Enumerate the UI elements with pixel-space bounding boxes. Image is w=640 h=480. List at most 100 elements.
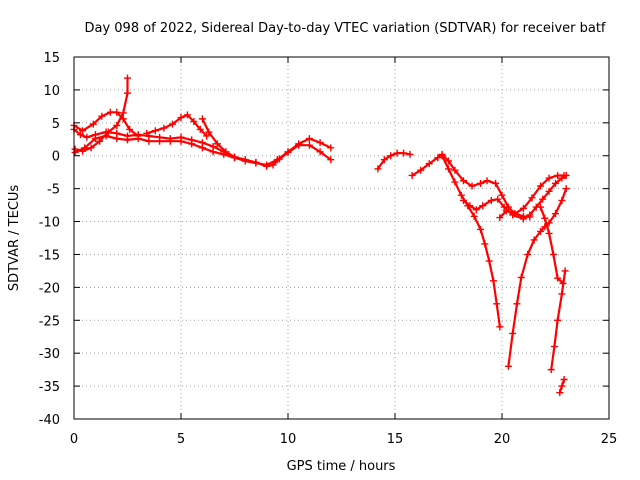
data-point-marker	[71, 148, 79, 156]
data-point-marker	[177, 114, 185, 122]
data-point-marker	[177, 137, 185, 145]
data-point-marker	[166, 137, 174, 145]
data-point-marker	[445, 157, 452, 165]
data-point-marker	[539, 195, 547, 203]
data-point-marker	[451, 166, 459, 174]
data-point-marker	[445, 165, 452, 173]
data-point-marker	[408, 171, 416, 179]
data-point-marker	[561, 267, 569, 275]
data-point-marker	[537, 182, 545, 190]
data-point-marker	[98, 112, 106, 120]
data-point-marker	[545, 229, 553, 237]
series-layer	[70, 74, 570, 397]
data-point-marker	[500, 203, 508, 211]
y-tick-label: -15	[39, 248, 60, 263]
data-point-marker	[160, 124, 168, 132]
series-track-11	[496, 171, 568, 222]
data-point-marker	[545, 174, 553, 182]
data-point-marker	[168, 120, 176, 128]
y-tick-label: -30	[39, 347, 60, 362]
y-tick-label: -10	[39, 216, 60, 231]
data-point-marker	[417, 166, 425, 174]
series-line	[507, 187, 568, 368]
data-point-marker	[198, 115, 206, 123]
data-point-marker	[316, 148, 324, 156]
data-point-marker	[554, 274, 562, 282]
data-point-marker	[113, 108, 121, 116]
data-point-marker	[492, 179, 500, 187]
data-point-marker	[284, 148, 292, 156]
data-point-marker	[541, 214, 549, 222]
y-tick-label: 10	[43, 84, 60, 99]
y-axis-label: SDTVAR / TECUs	[7, 185, 22, 292]
y-tick-label: -5	[47, 183, 60, 198]
data-point-marker	[459, 196, 467, 204]
data-point-marker	[554, 171, 562, 179]
data-point-marker	[502, 207, 510, 215]
y-tick-label: 15	[43, 51, 60, 66]
data-point-marker	[550, 343, 558, 351]
series-line	[441, 154, 501, 328]
data-point-marker	[134, 135, 142, 143]
x-tick-label: 15	[387, 432, 404, 447]
data-point-marker	[183, 111, 191, 119]
data-point-marker	[425, 160, 433, 168]
data-point-marker	[387, 152, 395, 160]
y-tick-label: -35	[39, 380, 60, 395]
series-track-9	[438, 152, 504, 331]
data-point-marker	[124, 136, 131, 144]
data-point-marker	[496, 323, 504, 331]
data-point-marker	[528, 194, 536, 202]
data-point-marker	[493, 300, 501, 308]
data-point-marker	[91, 135, 99, 143]
data-point-marker	[457, 191, 465, 199]
data-point-marker	[316, 139, 324, 147]
data-point-marker	[198, 144, 206, 152]
data-point-marker	[438, 152, 446, 160]
x-tick-label: 5	[177, 432, 185, 447]
data-point-marker	[481, 240, 489, 248]
data-point-marker	[524, 250, 532, 258]
x-axis-label: GPS time / hours	[287, 459, 396, 474]
x-tick-label: 20	[494, 432, 511, 447]
y-tick-label: 5	[52, 117, 60, 132]
grid	[74, 57, 609, 419]
y-tick-label: -25	[39, 314, 60, 329]
data-point-marker	[196, 125, 204, 133]
data-point-marker	[552, 179, 559, 187]
data-point-marker	[511, 210, 519, 218]
data-point-marker	[252, 159, 260, 167]
data-point-marker	[468, 182, 476, 190]
series-track-14	[547, 267, 569, 374]
data-point-marker	[222, 148, 230, 156]
data-point-marker	[124, 74, 131, 82]
data-point-marker	[537, 227, 545, 235]
data-point-marker	[526, 211, 534, 219]
data-point-marker	[231, 153, 238, 161]
data-point-marker	[434, 154, 442, 162]
data-point-marker	[327, 156, 335, 164]
data-point-marker	[554, 316, 562, 324]
series-track-13	[537, 203, 567, 287]
data-point-marker	[519, 215, 527, 223]
series-line	[462, 174, 568, 220]
data-point-marker	[494, 195, 502, 203]
data-point-marker	[241, 157, 249, 165]
data-point-marker	[470, 212, 478, 220]
data-point-marker	[113, 135, 121, 143]
y-tick-label: 0	[52, 150, 60, 165]
data-point-marker	[374, 165, 382, 173]
data-point-marker	[213, 140, 221, 148]
chart-title: Day 098 of 2022, Sidereal Day-to-day VTE…	[84, 21, 605, 36]
data-point-marker	[406, 150, 414, 158]
data-point-marker	[558, 290, 566, 298]
x-tick-label: 0	[70, 432, 78, 447]
data-point-marker	[547, 366, 555, 374]
data-point-marker	[558, 196, 566, 204]
data-point-marker	[530, 236, 538, 244]
data-point-marker	[102, 132, 110, 140]
data-point-marker	[477, 225, 485, 233]
data-point-marker	[498, 191, 506, 199]
data-point-marker	[76, 131, 84, 139]
data-point-marker	[487, 196, 495, 204]
